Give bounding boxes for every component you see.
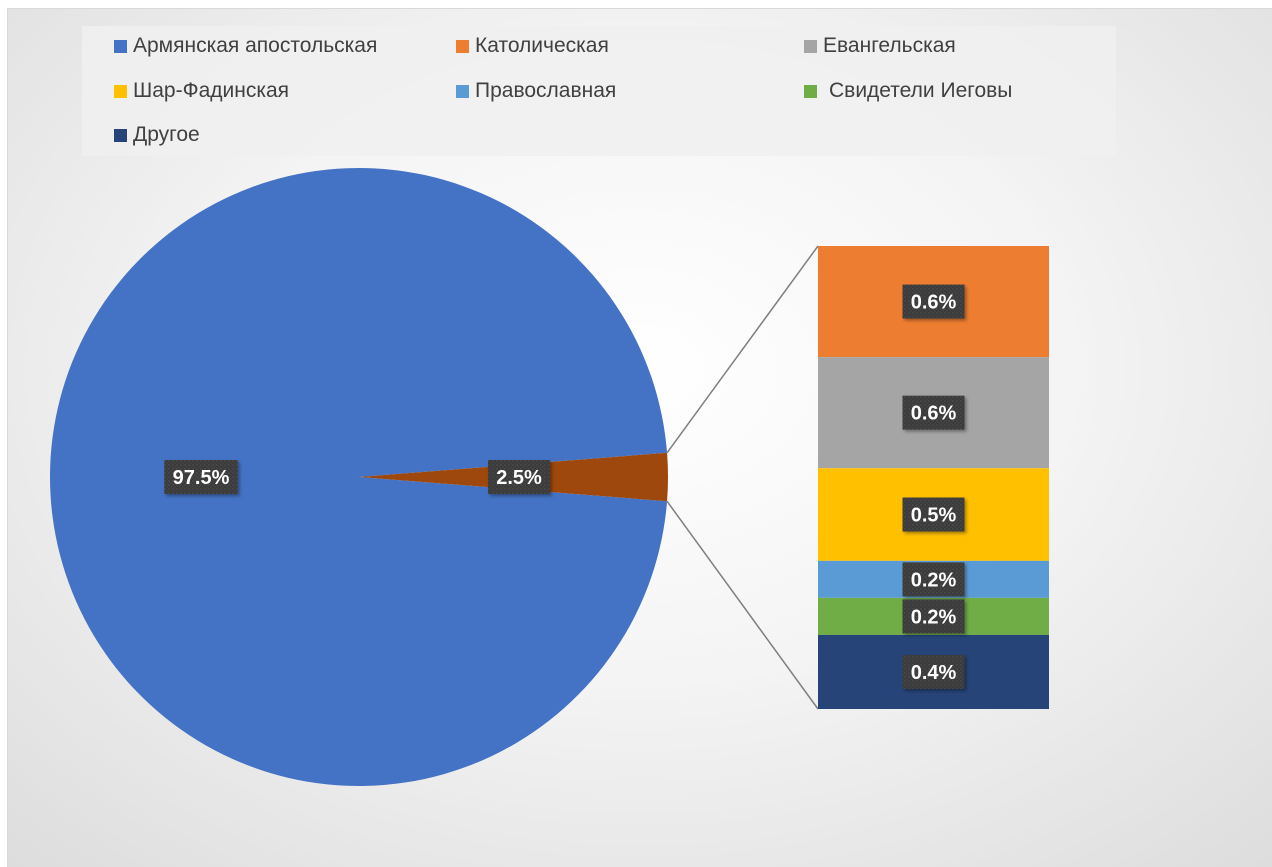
bar-segment-label-text: 0.4% xyxy=(911,662,957,684)
pie-label-other-text: 2.5% xyxy=(496,467,542,489)
connector-line-top xyxy=(666,245,819,454)
bar-segment-label: 0.4% xyxy=(902,654,965,689)
bar-segment-label: 0.6% xyxy=(902,395,965,430)
legend-label: Свидетели Иеговы xyxy=(829,79,1013,102)
bar-segment-label-box xyxy=(902,497,965,532)
legend-swatch xyxy=(804,39,817,53)
legend-swatch xyxy=(456,39,469,53)
legend-item: Евангельская xyxy=(804,34,956,58)
legend-label: Другое xyxy=(133,123,200,146)
pie-label-main-text: 97.5% xyxy=(173,467,230,489)
legend-swatch xyxy=(114,128,127,142)
legend-item: Православная xyxy=(456,79,616,103)
legend-swatch xyxy=(114,84,127,98)
legend-item: Шар-Фадинская xyxy=(114,79,289,103)
legend-swatch xyxy=(114,39,127,53)
connector-line-bottom xyxy=(666,500,819,710)
bar-segment-label-box xyxy=(902,654,965,689)
bar-segment-label-text: 0.2% xyxy=(911,569,957,591)
legend-item: Армянская апостольская xyxy=(114,34,377,58)
bar-segment-label-box xyxy=(902,284,965,319)
pie-slice-main xyxy=(50,168,668,786)
bar-segment-label: 0.2% xyxy=(902,599,965,634)
legend-item: Католическая xyxy=(456,34,609,58)
bar-segment-label-text: 0.5% xyxy=(911,505,957,527)
bar-segment-label: 0.5% xyxy=(902,497,965,532)
legend-label: Православная xyxy=(475,79,617,102)
bar-segment-label-text: 0.6% xyxy=(911,292,957,314)
pie-label-other-box xyxy=(488,460,550,494)
bar-segment-label-box xyxy=(902,395,965,430)
legend-label: Армянская апостольская xyxy=(133,34,378,57)
legend-swatch xyxy=(456,84,469,98)
legend-label: Шар-Фадинская xyxy=(133,79,290,102)
bar-segment-label-text: 0.6% xyxy=(911,403,957,425)
legend: Армянская апостольская Католическая Еван… xyxy=(82,26,1116,156)
bar-segment-label-box xyxy=(902,599,965,634)
bar-segment-label-box xyxy=(902,562,965,597)
bar-segment-label: 0.2% xyxy=(902,562,965,597)
pie-label-main: 97.5% xyxy=(164,460,238,494)
pie-label-main-box xyxy=(164,460,238,494)
legend-item: Свидетели Иеговы xyxy=(804,79,1012,103)
legend-swatch xyxy=(804,84,817,98)
pie-label-other: 2.5% xyxy=(488,460,550,494)
legend-item: Другое xyxy=(114,123,200,147)
legend-label: Евангельская xyxy=(823,34,956,57)
bar-segment-label-text: 0.2% xyxy=(911,606,957,628)
legend-label: Католическая xyxy=(475,34,609,57)
bar-segment-label: 0.6% xyxy=(902,284,965,319)
